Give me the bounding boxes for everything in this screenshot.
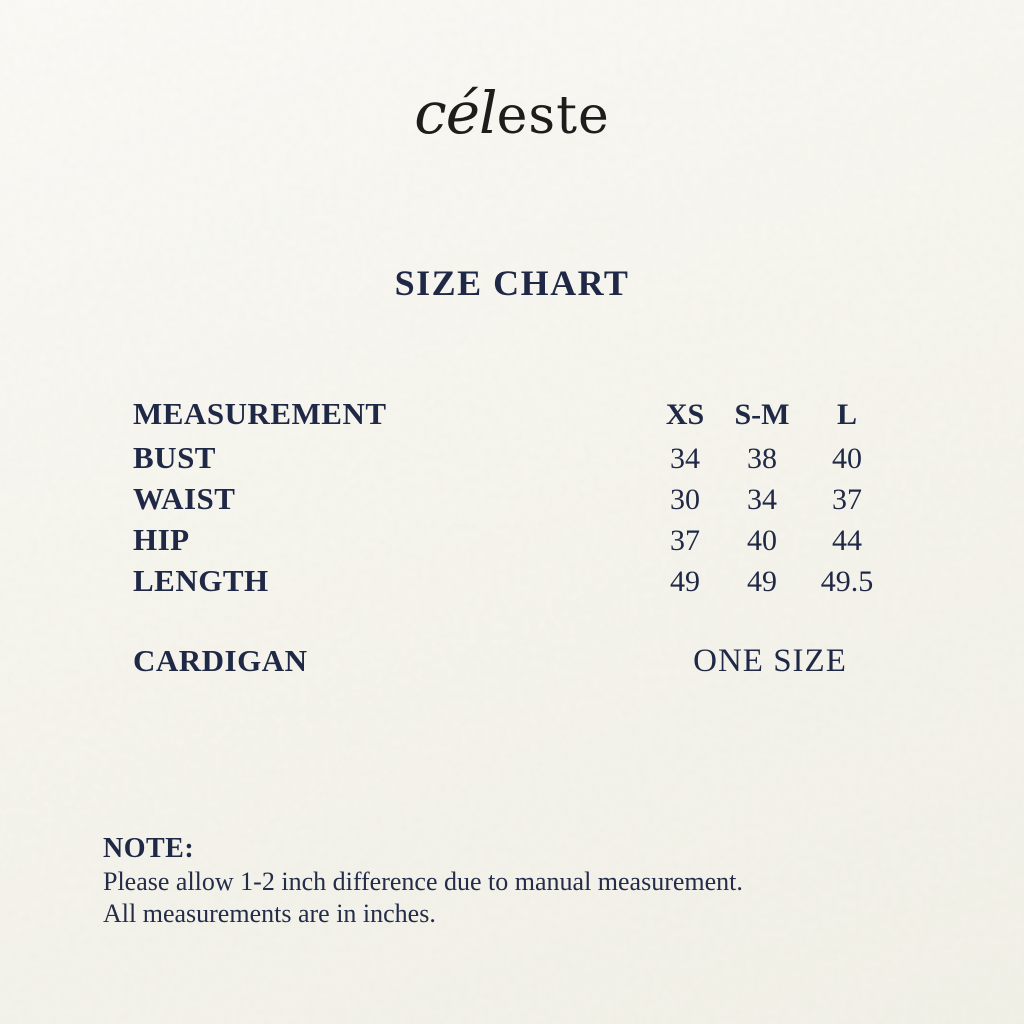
table-row-cardigan: CARDIGAN ONE SIZE (133, 643, 892, 684)
hip-l-value: 44 (832, 524, 862, 557)
table-row-length: LENGTH 49 49 49.5 (133, 563, 892, 604)
bust-sm-value: 38 (747, 442, 777, 475)
page-title: SIZE CHART (394, 263, 630, 303)
hip-sm-value: 40 (747, 524, 777, 557)
bust-l-value: 40 (832, 442, 862, 475)
row-label-cardigan: CARDIGAN (133, 643, 308, 678)
note-line-1: Please allow 1-2 inch difference due to … (103, 867, 743, 896)
table-header-row: MEASUREMENT XS S-M L (133, 396, 892, 440)
header-size-l: L (836, 398, 857, 431)
brand-logo-script-part: cél (414, 79, 497, 147)
length-xs-value: 49 (670, 565, 700, 598)
table-row-hip: HIP 37 40 44 (133, 522, 892, 563)
header-measurement-label: MEASUREMENT (133, 396, 387, 431)
bust-xs-value: 34 (670, 442, 700, 475)
note-line-2: All measurements are in inches. (103, 899, 436, 928)
table-row-bust: BUST 34 38 40 (133, 440, 892, 481)
brand-logo-serif-part: este (496, 86, 610, 146)
row-label-bust: BUST (133, 440, 216, 475)
length-sm-value: 49 (747, 565, 777, 598)
header-size-xs: XS (665, 398, 705, 431)
note-section: NOTE: Please allow 1-2 inch difference d… (103, 832, 944, 930)
waist-xs-value: 30 (670, 483, 700, 516)
row-label-hip: HIP (133, 522, 190, 557)
table-row-waist: WAIST 30 34 37 (133, 481, 892, 522)
brand-logo: céleste (0, 78, 1024, 164)
length-l-value: 49.5 (820, 565, 874, 598)
note-heading: NOTE: (103, 833, 195, 864)
header-size-sm: S-M (734, 398, 790, 431)
waist-sm-value: 34 (747, 483, 777, 516)
row-label-length: LENGTH (133, 563, 269, 598)
hip-xs-value: 37 (670, 524, 700, 557)
row-label-waist: WAIST (133, 481, 236, 516)
size-table: MEASUREMENT XS S-M L BUST 34 38 40 WAIST… (133, 396, 892, 684)
cardigan-one-size-value: ONE SIZE (693, 643, 847, 679)
waist-l-value: 37 (832, 483, 862, 516)
